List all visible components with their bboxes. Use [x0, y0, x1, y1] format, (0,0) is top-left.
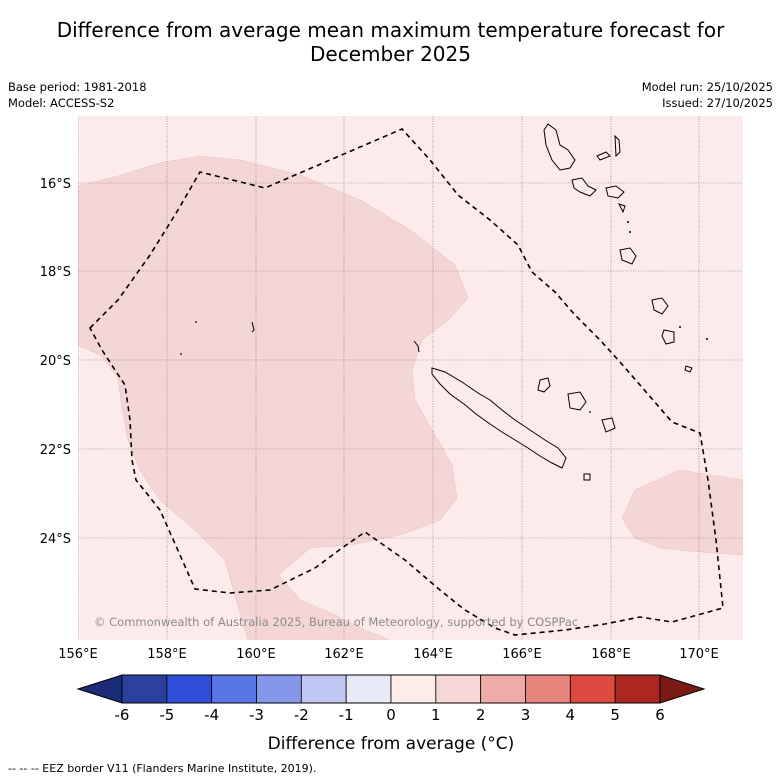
colorbar-tick-label: 3: [521, 706, 531, 724]
isle-of-pines-land: [583, 473, 591, 481]
new-caledonia-land: [431, 367, 567, 469]
lifou-land: [567, 391, 587, 411]
colorbar-segment: [121, 674, 168, 704]
colorbar-tick-label: 1: [431, 706, 441, 724]
colorbar-segment: [569, 674, 616, 704]
ambrym-land: [605, 185, 625, 199]
colorbar-tick-label: -5: [159, 706, 174, 724]
colorbar-tick-label: 2: [476, 706, 486, 724]
belep-islands-land: [413, 340, 420, 353]
malekula-land: [571, 177, 597, 197]
colorbar-segment: [525, 674, 571, 704]
colorbar-tick-label: -3: [249, 706, 264, 724]
colorbar-tick-label: 5: [610, 706, 620, 724]
lat-label-20s: 20°S: [40, 354, 71, 369]
ambae-land: [596, 151, 611, 161]
lat-label-16s: 16°S: [40, 177, 71, 192]
lat-label-18s: 18°S: [40, 265, 71, 280]
colorbar-tick-label: 0: [386, 706, 396, 724]
colorbar-tick-label: 4: [566, 706, 576, 724]
lon-label-160e: 160°E: [236, 647, 276, 662]
colorbar-segment: [390, 674, 437, 704]
colorbar: -6 -5 -4 -3 -2 -1 0 1 2 3 4 5 6: [76, 674, 706, 724]
vanuatu-speck-3: [679, 326, 681, 328]
colorbar-label: Difference from average (°C): [268, 734, 515, 754]
lon-label-162e: 162°E: [324, 647, 364, 662]
lon-label-164e: 164°E: [413, 647, 453, 662]
colorbar-segment: [256, 674, 302, 704]
colorbar-tick-label: 6: [655, 706, 665, 724]
meta-right: Model run: 25/10/2025 Issued: 27/10/2025: [642, 79, 773, 111]
model-run: Model run: 25/10/2025: [641, 80, 773, 94]
colorbar-tick-label: -1: [339, 706, 354, 724]
mare-land: [601, 417, 616, 433]
lon-label-156e: 156°E: [58, 647, 98, 662]
lon-label-170e: 170°E: [679, 647, 719, 662]
colorbar-outline: [121, 674, 661, 704]
ouvea-land: [537, 377, 551, 393]
anomaly-region-west: [78, 155, 469, 640]
vanuatu-speck-1: [627, 221, 629, 223]
colorbar-tick-label: -4: [204, 706, 219, 724]
map-title: Difference from average mean maximum tem…: [0, 18, 781, 66]
model-name: Model: ACCESS-S2: [8, 96, 115, 110]
maewo-land: [614, 134, 621, 158]
base-period: Base period: 1981-2018: [8, 80, 147, 94]
lat-label-22s: 22°S: [40, 443, 71, 458]
colorbar-tick-label: -6: [115, 706, 130, 724]
vanuatu-speck-4: [706, 338, 708, 340]
colorbar-extend-high: [659, 674, 706, 704]
lon-label-158e: 158°E: [147, 647, 187, 662]
loyalty-speck: [589, 411, 591, 413]
erromango-land: [651, 297, 669, 315]
lon-label-168e: 168°E: [591, 647, 631, 662]
colorbar-segment: [480, 674, 526, 704]
issued-date: Issued: 27/10/2025: [662, 96, 773, 110]
tanna-land: [661, 329, 675, 345]
colorbar-extend-low: [76, 674, 123, 704]
colorbar-segment: [300, 674, 347, 704]
chesterfield-reef-land: [251, 321, 255, 333]
lat-label-24s: 24°S: [40, 532, 71, 547]
colorbar-segment: [614, 674, 661, 704]
espiritu-santo-land: [543, 123, 576, 171]
aneityum-land: [684, 365, 693, 373]
colorbar-segment: [166, 674, 213, 704]
grid-lines: [78, 116, 743, 640]
copyright-text: © Commonwealth of Australia 2025, Bureau…: [94, 615, 578, 629]
colorbar-tick-label: -2: [294, 706, 309, 724]
colorbar-segment: [211, 674, 257, 704]
reef-speck-2: [180, 353, 182, 355]
vanuatu-speck-2: [629, 231, 631, 233]
colorbar-segment: [345, 674, 392, 704]
title-line-2: December 2025: [310, 42, 471, 66]
meta-left: Base period: 1981-2018 Model: ACCESS-S2: [8, 79, 147, 111]
eez-border: [89, 128, 724, 636]
epi-land: [618, 203, 626, 214]
eez-legend-footer: -- -- -- EEZ border V11 (Flanders Marine…: [8, 762, 317, 775]
colorbar-segment: [435, 674, 482, 704]
efate-land: [619, 247, 637, 265]
lon-label-166e: 166°E: [502, 647, 542, 662]
anomaly-region-east: [621, 469, 743, 556]
reef-speck-1: [195, 321, 197, 323]
title-line-1: Difference from average mean maximum tem…: [56, 18, 725, 42]
